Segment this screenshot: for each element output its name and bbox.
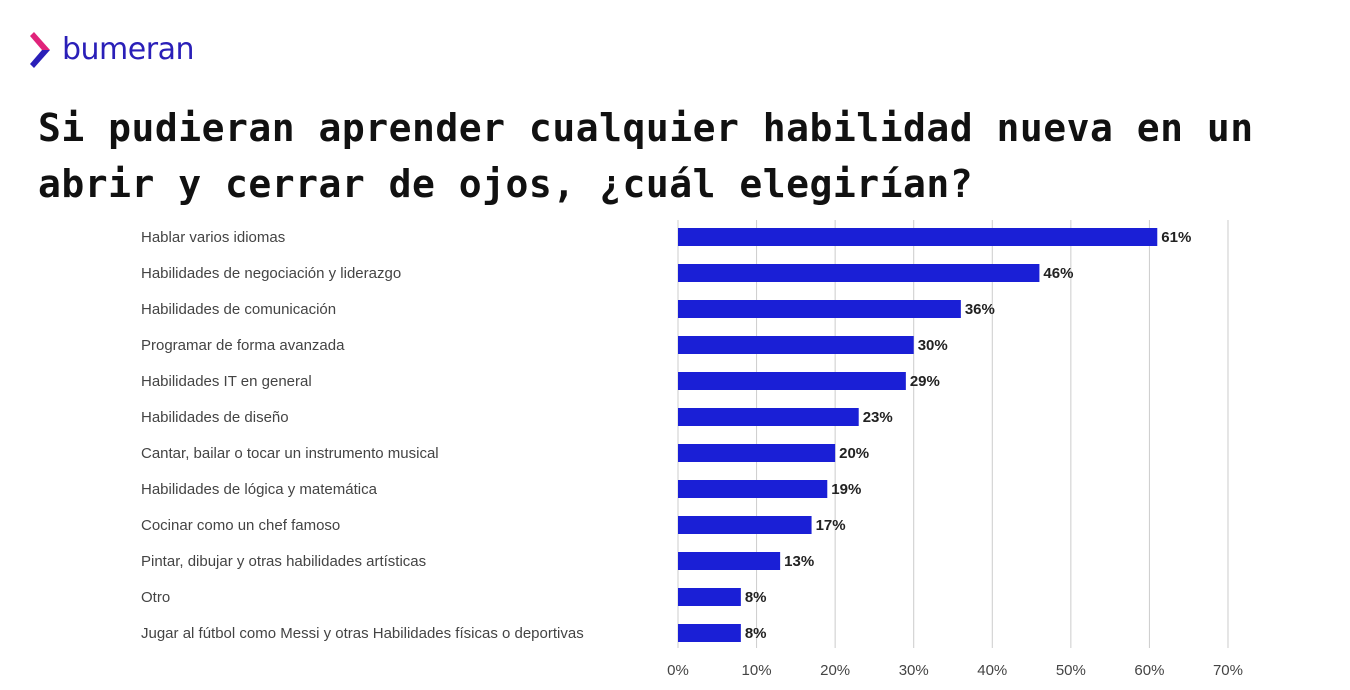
bar: [678, 336, 914, 354]
brand-logo: bumeran: [30, 30, 194, 70]
bar: [678, 408, 859, 426]
bar: [678, 480, 828, 498]
value-label: 46%: [1043, 265, 1073, 282]
page-title: Si pudieran aprender cualquier habilidad…: [38, 106, 1254, 206]
bar: [678, 300, 961, 318]
value-label: 19%: [831, 481, 861, 498]
category-label: Habilidades de diseño: [141, 409, 289, 426]
bar: [678, 228, 1158, 246]
category-label: Otro: [141, 589, 170, 606]
category-label: Pintar, dibujar y otras habilidades artí…: [141, 553, 426, 570]
category-label: Habilidades IT en general: [141, 373, 312, 390]
x-tick-label: 40%: [977, 662, 1007, 679]
bar: [678, 372, 906, 390]
value-label: 8%: [745, 589, 767, 606]
category-label: Hablar varios idiomas: [141, 229, 285, 246]
x-tick-label: 70%: [1213, 662, 1243, 679]
value-label: 20%: [839, 445, 869, 462]
brand-name: bumeran: [62, 32, 194, 67]
bar: [678, 264, 1040, 282]
category-label: Habilidades de comunicación: [141, 301, 336, 318]
chevron-logo-icon: [30, 32, 50, 68]
value-label: 23%: [863, 409, 893, 426]
x-tick-label: 60%: [1134, 662, 1164, 679]
category-label: Habilidades de negociación y liderazgo: [141, 265, 401, 282]
bar: [678, 624, 741, 642]
category-label: Habilidades de lógica y matemática: [141, 481, 378, 498]
value-label: 29%: [910, 373, 940, 390]
x-tick-label: 30%: [899, 662, 929, 679]
bar: [678, 552, 781, 570]
category-label: Cantar, bailar o tocar un instrumento mu…: [141, 445, 439, 462]
value-label: 36%: [965, 301, 995, 318]
x-tick-label: 20%: [820, 662, 850, 679]
category-label: Jugar al fútbol como Messi y otras Habil…: [141, 625, 584, 642]
value-label: 8%: [745, 625, 767, 642]
category-label: Programar de forma avanzada: [141, 337, 345, 354]
bar: [678, 444, 836, 462]
value-label: 17%: [816, 517, 846, 534]
x-tick-label: 10%: [742, 662, 772, 679]
bar: [678, 588, 741, 606]
x-tick-label: 50%: [1056, 662, 1086, 679]
x-tick-label: 0%: [667, 662, 689, 679]
category-label: Cocinar como un chef famoso: [141, 517, 340, 534]
value-label: 61%: [1161, 229, 1191, 246]
value-label: 13%: [784, 553, 814, 570]
value-label: 30%: [918, 337, 948, 354]
bar: [678, 516, 812, 534]
